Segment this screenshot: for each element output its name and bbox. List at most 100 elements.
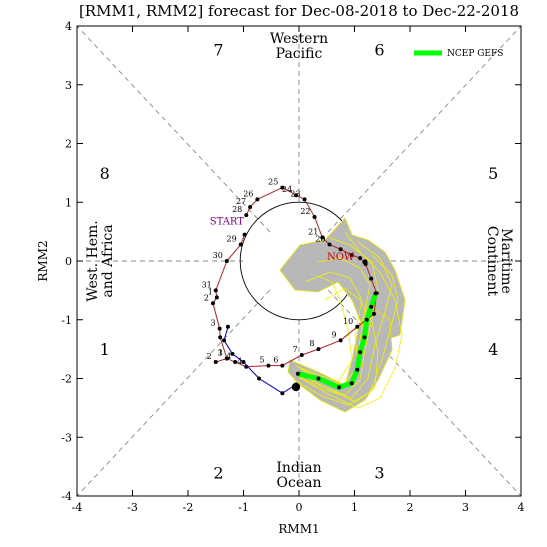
phase-number: 6 (374, 41, 384, 60)
annotation-layer: START NOW (210, 217, 355, 263)
legend-label-ncep-gefs: NCEP GEFS (447, 49, 503, 59)
point-label: 22 (300, 207, 310, 216)
point-label: 28 (232, 205, 242, 214)
phase-number: 5 (488, 164, 498, 183)
point-label: 1 (208, 287, 213, 296)
series-point (336, 385, 341, 390)
series-point (213, 360, 218, 365)
y-tick-label: 1 (65, 196, 72, 209)
series-point (302, 197, 307, 202)
series-point (238, 242, 243, 247)
point-label: 3 (211, 319, 216, 328)
series-point (358, 256, 363, 261)
point-label: 24 (282, 185, 292, 194)
annotation-start: START (210, 217, 245, 228)
phase-number: 1 (100, 340, 110, 359)
region-label-right-line2: Continent (484, 226, 500, 297)
y-tick-label: -2 (61, 373, 72, 386)
series-point (316, 376, 321, 381)
y-tick-label: 0 (65, 255, 72, 268)
series-point (222, 338, 227, 343)
series-point (338, 338, 343, 343)
series-point (214, 295, 219, 300)
x-tick-label: -4 (72, 501, 83, 514)
chart-title: [RMM1, RMM2] forecast for Dec-08-2018 to… (79, 2, 519, 20)
member-track (295, 275, 353, 383)
series-point (355, 324, 360, 329)
x-tick-label: 2 (407, 501, 414, 514)
series-point (255, 197, 260, 202)
series-point (225, 324, 230, 329)
region-label-right-line1: Maritime (498, 228, 514, 294)
series-point (280, 185, 285, 190)
annotation-now: NOW (327, 252, 355, 263)
series-point (266, 363, 271, 368)
y-tick-label: -3 (61, 431, 72, 444)
phase-number: 7 (213, 41, 223, 60)
point-label: 1 (218, 349, 223, 358)
series-layer: 293031123123445678910202122232425262728 (202, 178, 379, 396)
forecast-start-dot (291, 382, 301, 392)
x-axis-label: RMM1 (278, 522, 319, 536)
series-point (217, 326, 222, 331)
point-label: 30 (213, 251, 223, 260)
series-point (312, 214, 317, 219)
x-tick-label: 0 (296, 501, 303, 514)
now-dot (362, 259, 368, 265)
series-point (280, 363, 285, 368)
point-label: 5 (259, 356, 264, 365)
y-axis-label: RMM2 (36, 240, 50, 281)
series-point (349, 381, 354, 386)
x-tick-label: -3 (127, 501, 138, 514)
series-point (213, 288, 218, 293)
member-track (298, 287, 379, 403)
point-label: 7 (293, 345, 298, 354)
y-tick-label: 3 (65, 79, 72, 92)
region-label-top-line1: Western (270, 31, 328, 47)
point-label: 10 (343, 317, 353, 326)
series-point (280, 391, 285, 396)
x-tick-label: -2 (183, 501, 194, 514)
region-label-left-line1: West. Hem. (85, 220, 101, 301)
region-label-bottom-line2: Ocean (277, 475, 322, 491)
series-point (218, 335, 223, 340)
series-point (299, 353, 304, 357)
series-line-2 (297, 292, 378, 390)
point-label: 9 (332, 330, 337, 339)
member-track (299, 231, 403, 409)
x-tick-label: 1 (351, 501, 358, 514)
series-point (244, 213, 249, 218)
y-tick-label: -1 (61, 314, 72, 327)
member-track (301, 271, 363, 386)
x-tick-label: -1 (238, 501, 249, 514)
series-point (327, 242, 332, 247)
series-point (294, 193, 299, 198)
series-point (224, 356, 229, 361)
x-tick-label: 3 (462, 501, 469, 514)
phase-number: 8 (100, 164, 110, 183)
diagonal-line-ne (327, 25, 522, 233)
series-point (295, 371, 300, 376)
point-label: 4 (237, 357, 242, 366)
series-point (362, 335, 367, 340)
series-point (230, 351, 235, 356)
point-label: 27 (236, 197, 246, 206)
series-point (224, 259, 229, 263)
point-label: 20 (315, 235, 325, 244)
phase-number: 3 (374, 464, 384, 483)
region-label-left-line2: and Africa (100, 224, 116, 297)
series-point (233, 360, 238, 365)
y-tick-label: 4 (65, 20, 72, 33)
region-label-top-line2: Pacific (276, 46, 323, 62)
series-point (373, 291, 378, 296)
legend: NCEP GEFS (414, 49, 503, 59)
point-label: 25 (268, 178, 278, 187)
point-label: 4 (226, 352, 231, 361)
series-point (369, 304, 374, 309)
point-label: 26 (243, 189, 253, 198)
point-label: 8 (309, 339, 314, 348)
